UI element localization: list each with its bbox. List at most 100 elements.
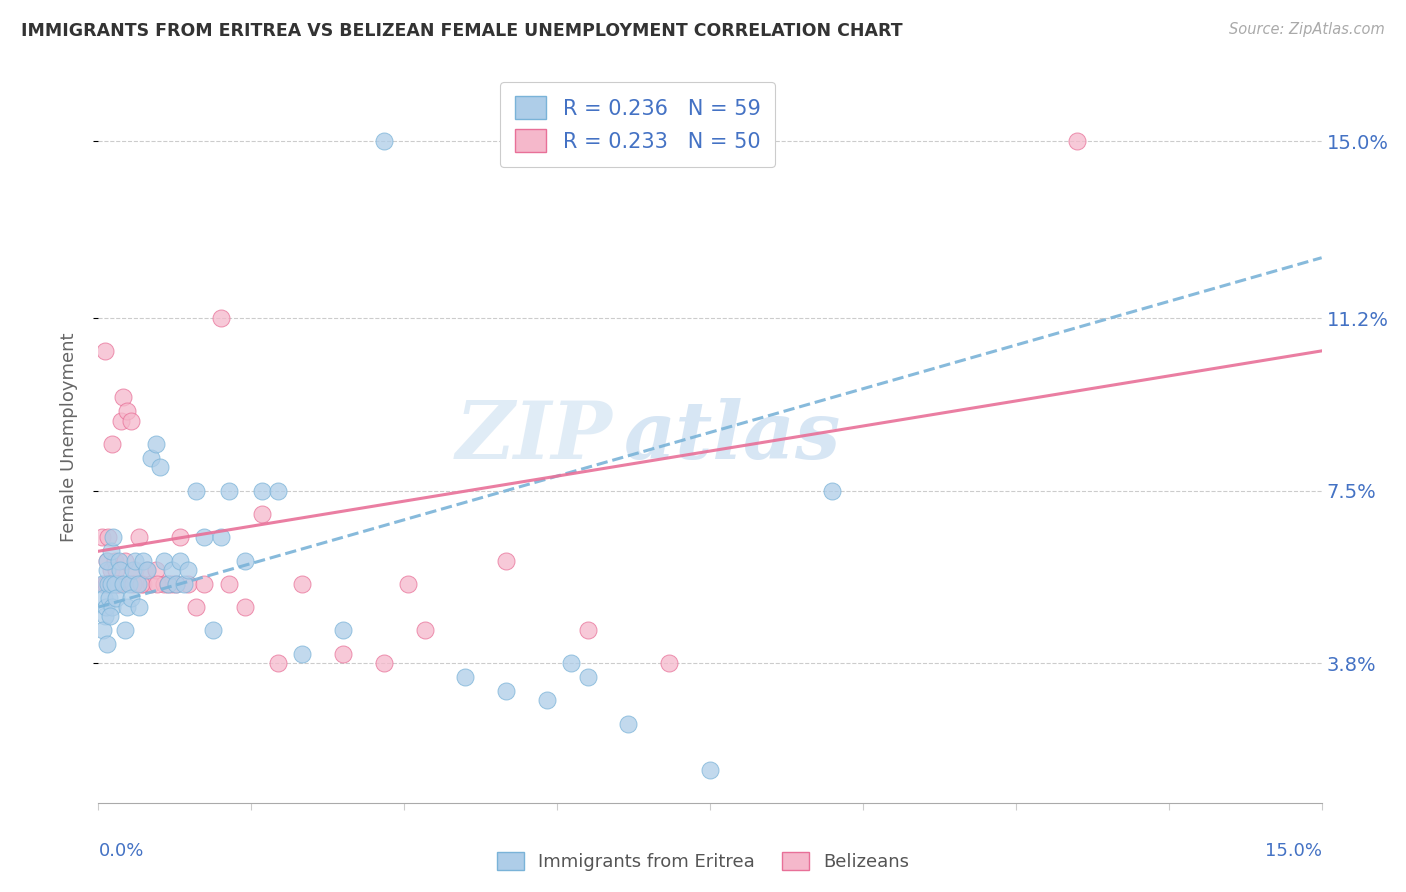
Point	[129, 577, 152, 591]
Point	[193, 577, 215, 591]
Point	[104, 553, 127, 567]
Point	[209, 530, 232, 544]
Point	[94, 343, 117, 358]
Point	[101, 530, 124, 544]
Point	[821, 483, 844, 498]
Text: Source: ZipAtlas.com: Source: ZipAtlas.com	[1229, 22, 1385, 37]
Point	[114, 624, 136, 638]
Point	[145, 437, 167, 451]
Point	[396, 577, 419, 591]
Text: ZIP: ZIP	[456, 399, 612, 475]
Point	[96, 553, 118, 567]
Point	[267, 656, 290, 670]
Point	[111, 391, 134, 405]
Legend: R = 0.236   N = 59, R = 0.233   N = 50: R = 0.236 N = 59, R = 0.233 N = 50	[501, 82, 775, 167]
Point	[91, 530, 114, 544]
Point	[132, 577, 155, 591]
Point	[536, 693, 558, 707]
Legend: Immigrants from Eritrea, Belizeans: Immigrants from Eritrea, Belizeans	[489, 845, 917, 879]
Text: 0.0%: 0.0%	[98, 842, 143, 860]
Point	[101, 600, 124, 615]
Point	[105, 577, 128, 591]
Point	[98, 591, 121, 605]
Point	[108, 577, 131, 591]
Point	[186, 600, 208, 615]
Point	[98, 609, 121, 624]
Point	[110, 563, 132, 577]
Point	[97, 577, 120, 591]
Point	[160, 577, 183, 591]
Point	[120, 591, 142, 605]
Point	[145, 563, 167, 577]
Point	[124, 553, 146, 567]
Point	[146, 577, 169, 591]
Point	[124, 563, 146, 577]
Point	[136, 563, 159, 577]
Point	[127, 577, 149, 591]
Point	[169, 553, 191, 567]
Point	[332, 647, 354, 661]
Text: 15.0%: 15.0%	[1264, 842, 1322, 860]
Point	[233, 553, 256, 567]
Point	[101, 577, 124, 591]
Text: IMMIGRANTS FROM ERITREA VS BELIZEAN FEMALE UNEMPLOYMENT CORRELATION CHART: IMMIGRANTS FROM ERITREA VS BELIZEAN FEMA…	[21, 22, 903, 40]
Point	[160, 563, 183, 577]
Point	[121, 563, 143, 577]
Point	[136, 563, 159, 577]
Y-axis label: Female Unemployment: Female Unemployment	[59, 333, 77, 541]
Point	[105, 563, 128, 577]
Point	[98, 577, 121, 591]
Point	[209, 311, 232, 326]
Point	[100, 577, 122, 591]
Point	[233, 600, 256, 615]
Point	[96, 563, 118, 577]
Point	[118, 577, 141, 591]
Point	[201, 624, 224, 638]
Point	[149, 460, 172, 475]
Point	[120, 414, 142, 428]
Point	[94, 600, 117, 615]
Point	[100, 563, 122, 577]
Point	[291, 647, 314, 661]
Point	[413, 624, 436, 638]
Point	[699, 763, 721, 777]
Point	[560, 656, 582, 670]
Point	[100, 544, 122, 558]
Point	[454, 670, 477, 684]
Point	[267, 483, 290, 498]
Point	[96, 637, 118, 651]
Point	[91, 624, 114, 638]
Point	[152, 553, 174, 567]
Point	[128, 530, 150, 544]
Text: atlas: atlas	[624, 399, 842, 475]
Point	[169, 530, 191, 544]
Point	[96, 553, 118, 567]
Point	[93, 591, 115, 605]
Point	[156, 577, 179, 591]
Point	[576, 670, 599, 684]
Point	[617, 716, 640, 731]
Point	[141, 577, 163, 591]
Point	[658, 656, 681, 670]
Point	[173, 577, 195, 591]
Point	[121, 577, 143, 591]
Point	[114, 553, 136, 567]
Point	[141, 451, 163, 466]
Point	[165, 577, 187, 591]
Point	[132, 553, 155, 567]
Point	[91, 577, 114, 591]
Point	[115, 600, 138, 615]
Point	[128, 600, 150, 615]
Point	[101, 437, 124, 451]
Point	[218, 483, 240, 498]
Point	[250, 483, 273, 498]
Point	[111, 577, 134, 591]
Point	[105, 591, 128, 605]
Point	[495, 553, 517, 567]
Point	[332, 624, 354, 638]
Point	[291, 577, 314, 591]
Point	[177, 577, 200, 591]
Point	[373, 134, 395, 148]
Point	[250, 507, 273, 521]
Point	[104, 577, 127, 591]
